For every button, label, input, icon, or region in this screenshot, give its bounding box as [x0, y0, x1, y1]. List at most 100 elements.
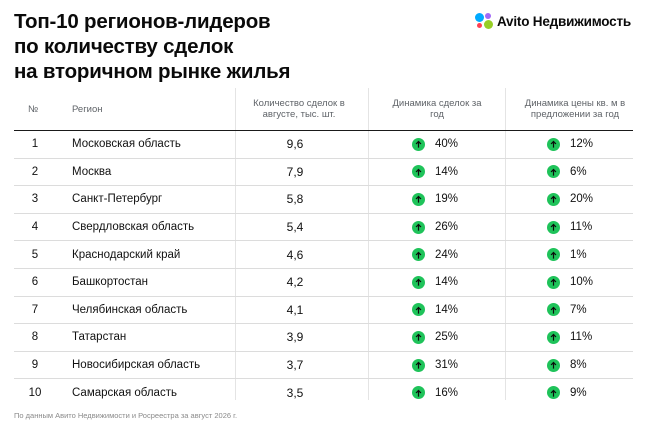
- arrow-up-icon: [547, 165, 560, 179]
- row-deals-dynamics: 14%: [412, 269, 522, 296]
- deals-dynamics-value: 14%: [435, 303, 459, 316]
- arrow-up-icon: [412, 165, 425, 179]
- arrow-up-icon: [547, 248, 560, 262]
- row-deals: 3,5: [286, 385, 304, 400]
- row-price-dynamics: 8%: [547, 352, 637, 379]
- row-num: 7: [31, 303, 39, 316]
- row-price-dynamics: 11%: [547, 324, 637, 351]
- title-line: на вторичном рынке жилья: [14, 60, 291, 83]
- row-region: Москва: [72, 165, 112, 178]
- deals-dynamics-value: 19%: [435, 193, 459, 206]
- arrow-up-icon: [547, 220, 560, 234]
- arrow-up-icon: [412, 275, 425, 289]
- arrow-up-icon: [412, 220, 425, 234]
- table-row: 1 Московская область 9,6 40% 12%: [14, 131, 633, 159]
- row-deals: 9,6: [286, 137, 304, 152]
- row-num: 2: [31, 165, 39, 178]
- row-region: Московская область: [72, 138, 181, 151]
- row-price-dynamics: 9%: [547, 379, 637, 406]
- arrow-up-icon: [412, 330, 425, 344]
- row-price-dynamics: 6%: [547, 159, 637, 186]
- arrow-up-icon: [547, 275, 560, 289]
- row-deals: 4,1: [286, 302, 304, 317]
- header-deals: Количество сделок в августе, тыс. шт.: [253, 98, 345, 120]
- row-region: Самарская область: [72, 386, 177, 399]
- price-dynamics-value: 11%: [570, 331, 593, 344]
- table-row: 5 Краснодарский край 4,6 24% 1%: [14, 241, 633, 269]
- footnote: По данным Авито Недвижимости и Росреестр…: [14, 411, 238, 420]
- row-num: 6: [31, 276, 39, 289]
- price-dynamics-value: 7%: [570, 303, 587, 316]
- table-header: № Регион Количество сделок в августе, ты…: [14, 88, 633, 130]
- row-region: Свердловская область: [72, 221, 195, 234]
- row-region: Татарстан: [72, 331, 127, 344]
- row-deals: 7,9: [286, 164, 304, 179]
- arrow-up-icon: [412, 192, 425, 206]
- arrow-up-icon: [412, 358, 425, 372]
- row-num: 8: [31, 331, 39, 344]
- brand-name: Avito Недвижимость: [497, 13, 631, 29]
- logo-dot-red: [477, 23, 482, 28]
- row-price-dynamics: 1%: [547, 241, 637, 268]
- row-deals-dynamics: 14%: [412, 159, 522, 186]
- row-price-dynamics: 12%: [547, 131, 637, 158]
- row-deals-dynamics: 26%: [412, 214, 522, 241]
- arrow-up-icon: [547, 137, 560, 151]
- row-deals-dynamics: 31%: [412, 352, 522, 379]
- arrow-up-icon: [547, 192, 560, 206]
- row-deals: 4,6: [286, 247, 304, 262]
- column-divider: [368, 88, 369, 400]
- row-deals: 5,4: [286, 220, 304, 235]
- row-price-dynamics: 7%: [547, 297, 637, 324]
- row-region: Санкт-Петербург: [72, 193, 163, 206]
- table-row: 2 Москва 7,9 14% 6%: [14, 159, 633, 187]
- table-row: 9 Новосибирская область 3,7 31% 8%: [14, 352, 633, 380]
- row-num: 4: [31, 221, 39, 234]
- logo-dot-blue: [475, 13, 484, 22]
- header-deals-dynamics: Динамика сделок за год: [392, 98, 482, 120]
- logo-dot-green: [484, 20, 493, 29]
- row-region: Новосибирская область: [72, 359, 201, 372]
- row-num: 5: [31, 248, 39, 261]
- column-divider: [235, 88, 236, 400]
- table-row: 6 Башкортостан 4,2 14% 10%: [14, 269, 633, 297]
- row-price-dynamics: 10%: [547, 269, 637, 296]
- table-row: 7 Челябинская область 4,1 14% 7%: [14, 297, 633, 325]
- price-dynamics-value: 8%: [570, 359, 587, 372]
- logo-dot-purple: [485, 13, 491, 19]
- arrow-up-icon: [412, 303, 425, 317]
- arrow-up-icon: [412, 386, 425, 400]
- deals-dynamics-value: 14%: [435, 165, 459, 178]
- column-divider: [505, 88, 506, 400]
- row-num: 9: [31, 359, 39, 372]
- price-dynamics-value: 10%: [570, 276, 594, 289]
- row-deals-dynamics: 25%: [412, 324, 522, 351]
- row-region: Челябинская область: [72, 303, 188, 316]
- table-row: 4 Свердловская область 5,4 26% 11%: [14, 214, 633, 242]
- table-row: 10 Самарская область 3,5 16% 9%: [14, 379, 633, 406]
- regions-table: № Регион Количество сделок в августе, ты…: [14, 88, 633, 406]
- row-deals-dynamics: 14%: [412, 297, 522, 324]
- row-price-dynamics: 20%: [547, 186, 637, 213]
- price-dynamics-value: 6%: [570, 165, 587, 178]
- deals-dynamics-value: 26%: [435, 221, 459, 234]
- deals-dynamics-value: 25%: [435, 331, 459, 344]
- arrow-up-icon: [547, 358, 560, 372]
- deals-dynamics-value: 24%: [435, 248, 459, 261]
- price-dynamics-value: 1%: [570, 248, 587, 261]
- arrow-up-icon: [412, 248, 425, 262]
- page-title: Топ-10 регионов-лидеров по количеству сд…: [14, 9, 291, 84]
- arrow-up-icon: [547, 303, 560, 317]
- row-deals-dynamics: 16%: [412, 379, 522, 406]
- arrow-up-icon: [547, 386, 560, 400]
- header-price-dynamics: Динамика цены кв. м в предложении за год: [524, 98, 626, 120]
- arrow-up-icon: [412, 137, 425, 151]
- title-line: Топ-10 регионов-лидеров: [14, 10, 271, 33]
- avito-logo-icon: [475, 13, 493, 29]
- price-dynamics-value: 9%: [570, 386, 587, 399]
- deals-dynamics-value: 31%: [435, 359, 459, 372]
- table-row: 3 Санкт-Петербург 5,8 19% 20%: [14, 186, 633, 214]
- price-dynamics-value: 20%: [570, 193, 594, 206]
- table-body: 1 Московская область 9,6 40% 12% 2 Москва 7,9 14…: [14, 130, 633, 406]
- row-deals-dynamics: 40%: [412, 131, 522, 158]
